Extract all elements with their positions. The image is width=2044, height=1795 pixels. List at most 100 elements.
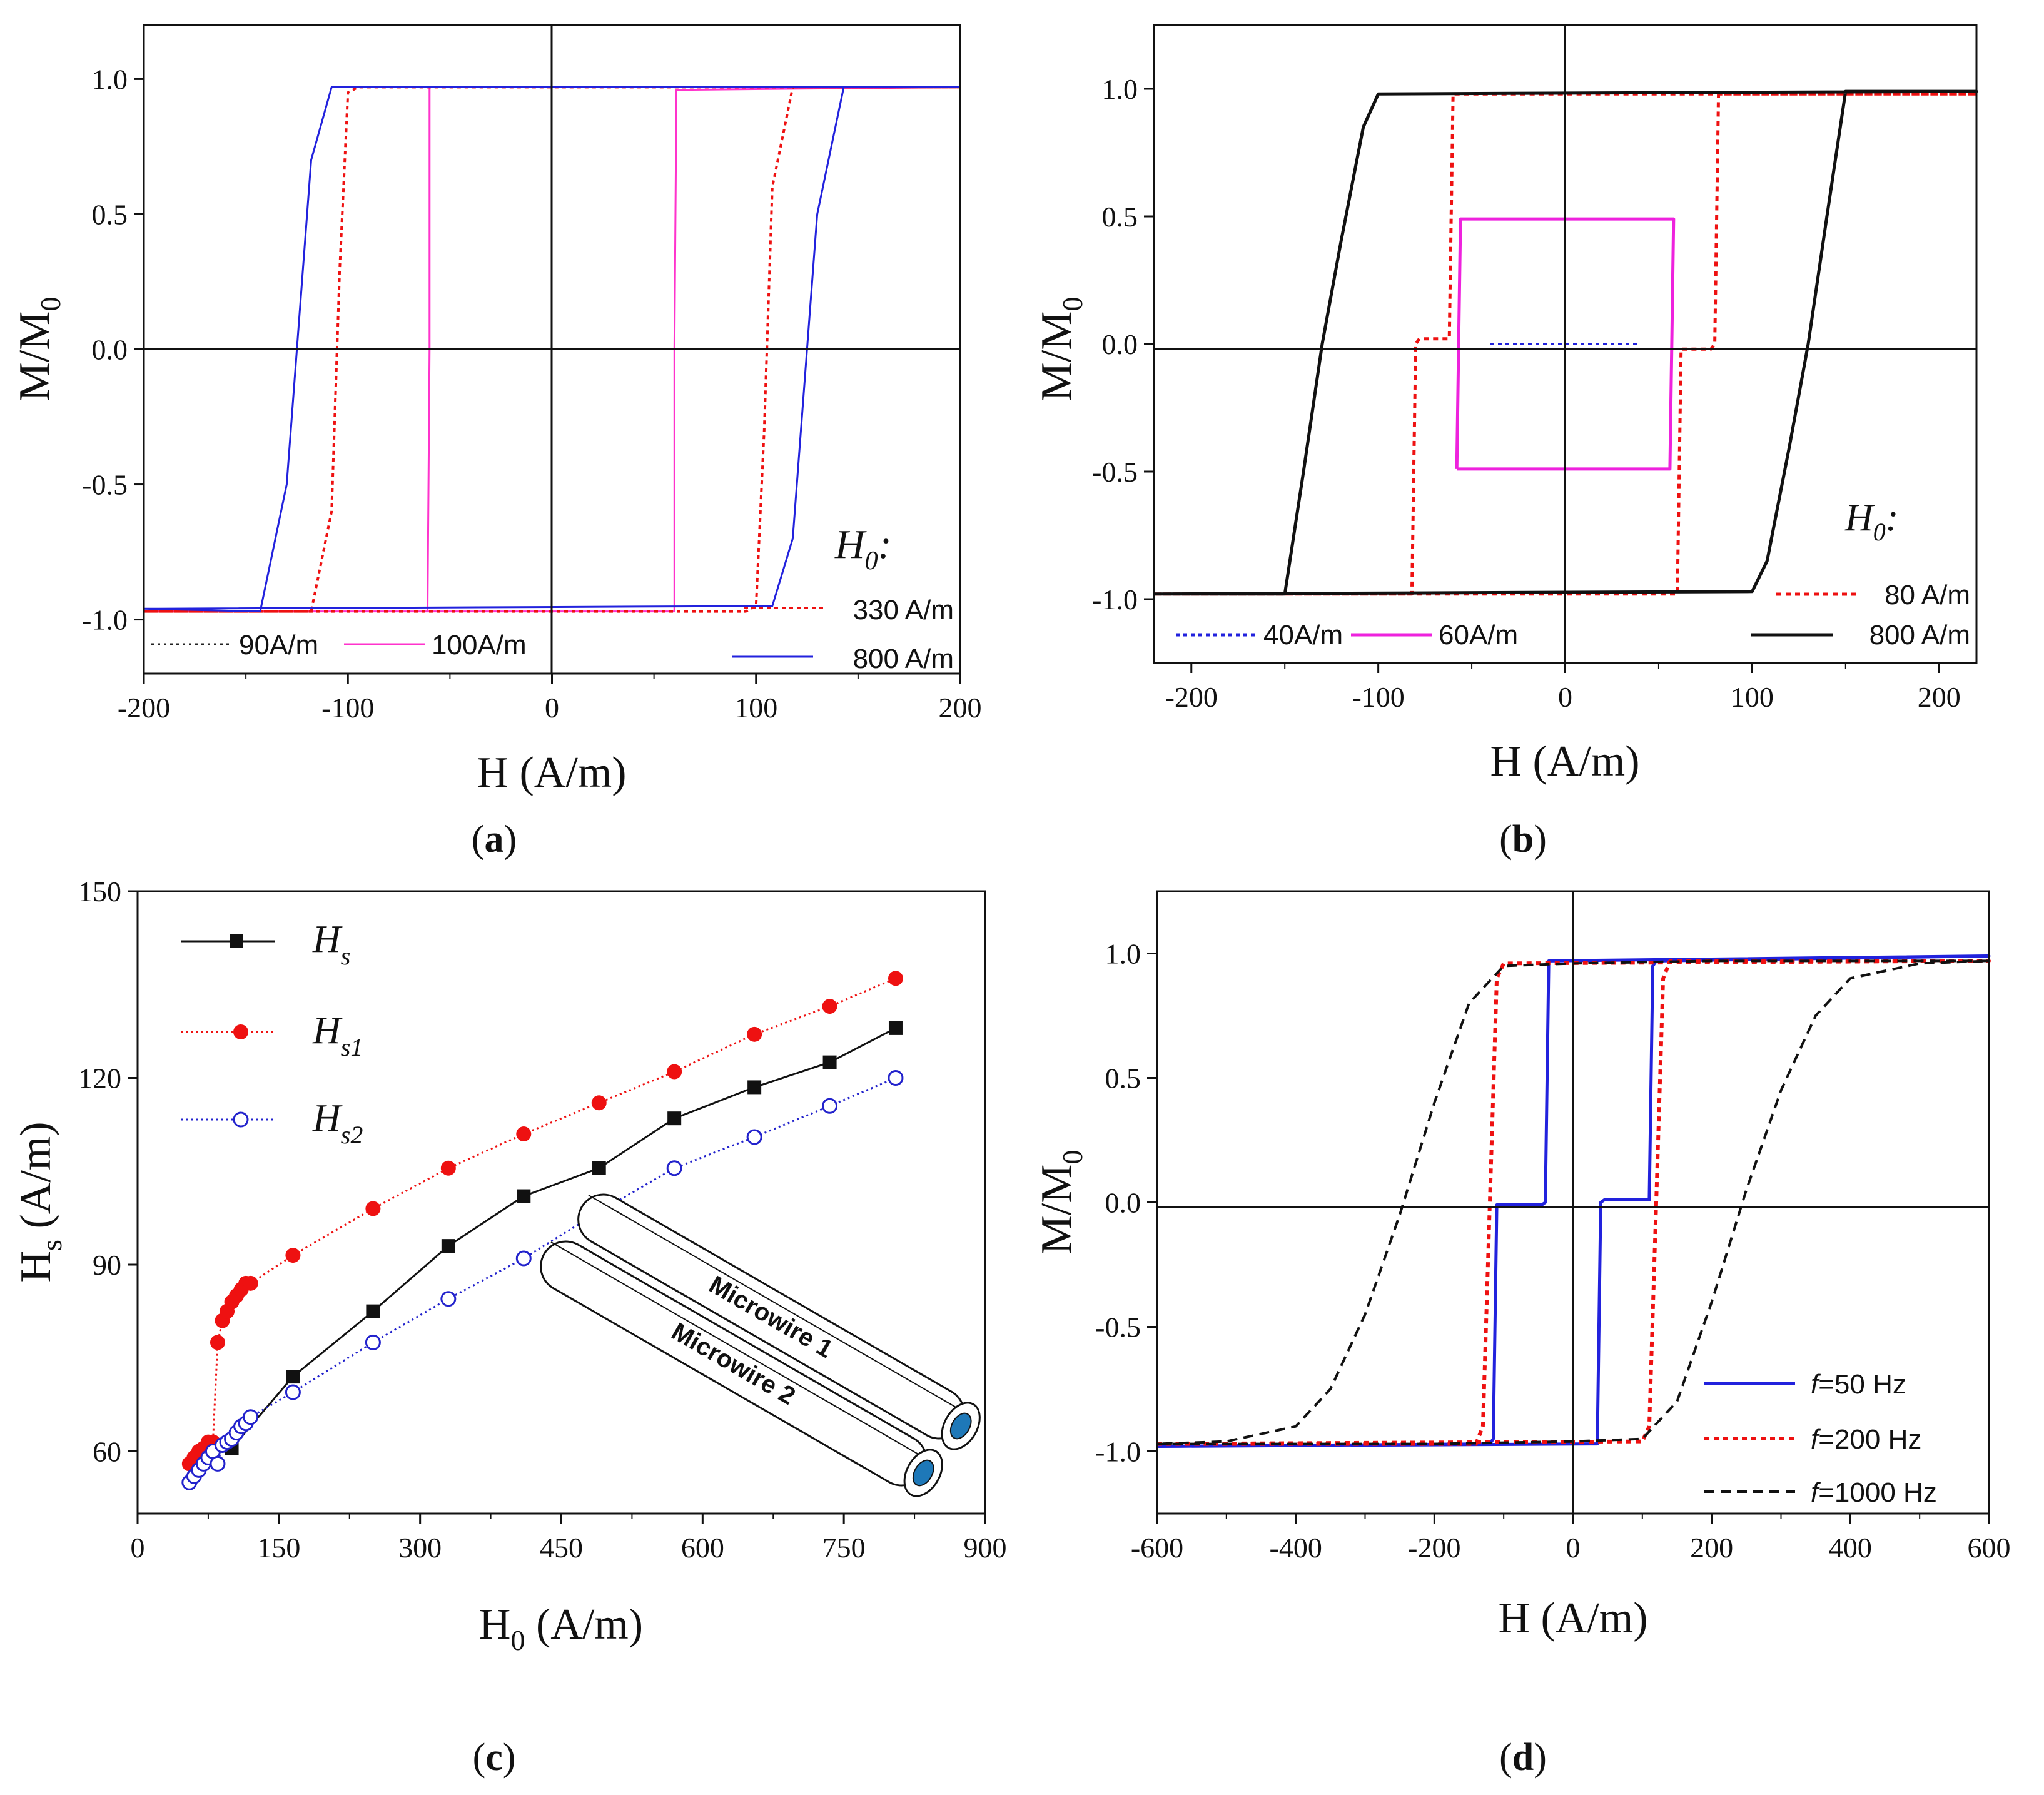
microwire-inset: Microwire 1 Microwire 2 [540, 1193, 981, 1497]
legend-label-800: 800 A/m [1869, 620, 1970, 650]
data-point-hs1 [822, 999, 837, 1014]
x-tick-label: 100 [734, 692, 777, 724]
y-tick-label: 1.0 [1102, 73, 1138, 105]
panel-a: -200 -100 0 100 200 1.0 0.5 0.0 -0.5 -1.0 H (A/m)… [11, 24, 982, 861]
legend-label-200hz: f=200 Hz [1811, 1424, 1921, 1455]
y-axis-label: M/M0 [1033, 1150, 1088, 1255]
legend-marker-hs1 [233, 1024, 248, 1039]
legend-label-40: 40A/m [1263, 620, 1343, 650]
data-point-hs2 [888, 1070, 904, 1086]
series-line-60a-m [1455, 217, 1676, 471]
x-tick-label: 200 [939, 692, 982, 724]
data-point-hs2 [822, 1098, 838, 1114]
data-point-hs1 [243, 1275, 258, 1291]
x-tick-label: -100 [321, 692, 374, 724]
legend-label-100: 100A/m [432, 630, 527, 660]
data-point-hs2 [285, 1384, 301, 1400]
y-tick-label: 0.5 [1105, 1063, 1141, 1095]
x-tick-label: 150 [257, 1532, 300, 1564]
y-tick-label: 150 [78, 876, 121, 908]
data-point-hs [888, 1021, 903, 1035]
data-point-hs2 [365, 1334, 381, 1350]
y-tick-label: -0.5 [1095, 1312, 1141, 1343]
x-tick-label: 0 [1566, 1532, 1581, 1564]
panel-b: -200 -100 0 100 200 1.0 0.5 0.0 -0.5 -1.0 H (A/m)… [1033, 24, 1978, 861]
x-tick-label: -200 [1165, 681, 1218, 713]
data-point-hs1 [667, 1064, 682, 1080]
y-tick-label: 1.0 [92, 63, 128, 95]
panel-d: -600 -400 -200 0 200 400 6001.00.50.0-0.5-1.0 … [1033, 890, 2011, 1779]
x-tick-label: 900 [964, 1532, 1007, 1564]
data-point-hs [517, 1189, 531, 1203]
legend-label-hs2: Hs2 [312, 1097, 363, 1149]
data-point-hs1 [210, 1335, 225, 1350]
x-tick-label: 200 [1918, 681, 1961, 713]
y-tick-label: -1.0 [1092, 584, 1138, 615]
x-tick-label: 450 [540, 1532, 583, 1564]
legend-marker-hs [230, 934, 243, 948]
caption-c: (c) [473, 1736, 516, 1779]
y-tick-label: 0.0 [1105, 1187, 1141, 1219]
y-axis-label: M/M0 [11, 297, 66, 402]
y-tick-label: 1.0 [1105, 938, 1141, 970]
data-point-hs2 [243, 1409, 259, 1425]
legend-label-hs1: Hs1 [312, 1009, 363, 1061]
legend-marker-hs2 [233, 1111, 249, 1128]
y-tick-label: 60 [93, 1436, 121, 1468]
x-tick-label: -200 [1408, 1532, 1460, 1564]
y-tick-label: 0.5 [1102, 201, 1138, 233]
data-point-hs2 [440, 1291, 457, 1307]
legend-title: H0: [834, 522, 892, 575]
data-point-hs [592, 1161, 606, 1175]
data-point-hs [366, 1304, 380, 1318]
data-point-hs1 [747, 1026, 762, 1042]
y-tick-label: 0.0 [92, 334, 128, 366]
x-tick-label: 400 [1829, 1532, 1872, 1564]
legend-label-50hz: f=50 Hz [1811, 1369, 1906, 1400]
data-point-hs [667, 1111, 682, 1126]
data-point-hs1 [516, 1126, 532, 1142]
x-tick-label: 0 [545, 692, 559, 724]
y-tick-label: -0.5 [1092, 456, 1138, 488]
legend-label-800: 800 A/m [853, 644, 954, 674]
y-tick-label: 90 [93, 1249, 121, 1281]
data-point-hs1 [440, 1160, 456, 1176]
legend: Hs Hs1 Hs2 [181, 918, 363, 1149]
x-tick-label: -100 [1352, 681, 1404, 713]
legend-label-60: 60A/m [1439, 620, 1518, 650]
data-point-hs1 [285, 1248, 301, 1263]
x-tick-label: 600 [681, 1532, 724, 1564]
data-point-hs [441, 1239, 455, 1253]
panel-c: 0 150 300 450 600 750 900 150 120 90 60 Microwire … [12, 876, 1007, 1779]
legend-label-90: 90A/m [239, 630, 318, 660]
data-point-hs [822, 1055, 837, 1069]
series-line-s [231, 1027, 896, 1449]
y-tick-label: -1.0 [1095, 1436, 1141, 1468]
y-tick-label: -0.5 [82, 469, 128, 501]
x-tick-label: 750 [822, 1532, 866, 1564]
data-point-hs2 [515, 1250, 532, 1267]
y-tick-label: -1.0 [82, 604, 128, 636]
x-axis-label: H0 (A/m) [479, 1600, 643, 1656]
x-tick-label: 0 [1558, 681, 1572, 713]
y-tick-label: 0.5 [92, 198, 128, 230]
caption-d: (d) [1499, 1736, 1547, 1779]
data-point-hs [747, 1080, 762, 1095]
legend-label-330: 330 A/m [853, 595, 954, 625]
y-tick-label: 120 [78, 1063, 121, 1095]
data-point-hs1 [365, 1201, 381, 1216]
x-tick-label: -200 [118, 692, 170, 724]
caption-a: (a) [472, 818, 517, 861]
data-point-hs2 [210, 1455, 226, 1472]
data-point-hs1 [888, 971, 903, 986]
x-tick-label: -400 [1270, 1532, 1322, 1564]
legend: f=50 Hz f=200 Hz f=1000 Hz [1704, 1369, 1937, 1508]
legend-label-80: 80 A/m [1885, 580, 1970, 610]
y-axis-label: Hs (A/m) [12, 1121, 68, 1282]
legend-label-hs: Hs [312, 918, 350, 970]
y-axis-label: M/M0 [1033, 297, 1088, 402]
series-line-s2 [188, 1077, 896, 1484]
data-point-hs2 [666, 1160, 682, 1176]
x-axis-label: H (A/m) [1490, 737, 1639, 786]
